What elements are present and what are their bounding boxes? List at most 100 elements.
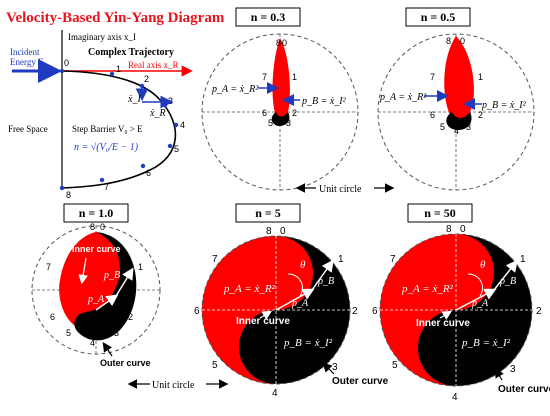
panel-label-box: [407, 203, 473, 223]
label-6: 6: [50, 312, 55, 322]
outer-curve-arrow: [102, 342, 113, 357]
unit-circle-label-top: Unit circle: [319, 184, 362, 195]
pa-label: p_A = ẋ_R²: [211, 84, 259, 95]
label-7: 7: [262, 72, 267, 82]
label-4: 4: [278, 118, 283, 128]
point-label-4: 4: [180, 120, 185, 130]
label-7: 7: [430, 72, 435, 82]
label-0: 0: [100, 222, 105, 232]
label-5: 5: [212, 360, 218, 371]
black-region: [74, 232, 137, 341]
figure-title: Velocity-Based Yin-Yang Diagram: [6, 10, 225, 26]
label-1: 1: [520, 254, 526, 265]
pb-label: p_B = ẋ_I²: [461, 337, 511, 349]
panel-n-50: n = 50 8 0 7 1 6 2 5 3 4 p_A = ẋ_R² p_B …: [372, 203, 550, 403]
theta-label: θ: [300, 259, 306, 271]
pa-label: p_A = ẋ_R²: [379, 92, 427, 103]
label-4: 4: [452, 392, 458, 403]
label-6: 6: [430, 110, 435, 120]
panel-label-box: [235, 203, 301, 223]
label-5: 5: [392, 360, 398, 371]
label-1: 1: [292, 72, 297, 82]
pa-label: p_A = ẋ_R²: [401, 283, 454, 295]
point-label-0: 0: [64, 58, 69, 68]
label-2: 2: [128, 312, 133, 322]
real-axis-label: Real axis x_R: [128, 60, 179, 70]
label-3: 3: [466, 122, 471, 132]
panel-n-0-3: n = 0.3 8 0 7 1 6 2 5 4 3 p_A = ẋ_R² p_B…: [201, 7, 359, 191]
label-1: 1: [478, 72, 483, 82]
label-6: 6: [194, 306, 200, 317]
step-barrier-label: Step Barrier V₀ > E: [72, 124, 143, 134]
incident-label-1: Incident: [10, 47, 40, 57]
black-lobe: [271, 112, 290, 126]
label-7: 7: [46, 262, 51, 272]
point-label-8: 8: [66, 190, 71, 200]
panel-label: n = 5: [255, 206, 281, 220]
label-2: 2: [292, 108, 297, 118]
panel-label-box: [405, 7, 471, 27]
theta-arc: [287, 273, 303, 297]
pb-label: p_B = ẋ_I²: [283, 337, 333, 349]
red-lobe: [272, 38, 290, 119]
label-8: 8: [266, 226, 272, 237]
point-label-6: 6: [146, 168, 151, 178]
inner-curve-arrow: [78, 257, 88, 285]
pb-arrow: [115, 267, 134, 297]
panel-label-box: [63, 203, 129, 223]
inner-curve-label: Inner curve: [236, 316, 290, 327]
panel-label-box: [235, 7, 301, 27]
pb-arrow: [311, 259, 334, 291]
pa-short-label: p_A: [471, 298, 489, 309]
outer-curve-label: Outer curve: [332, 376, 389, 387]
theta-arc: [467, 273, 483, 297]
panel-n-0-5: n = 0.5 8 0 7 1 6 2 5 4 3 p_A = ẋ_R² p_B…: [377, 7, 535, 191]
panel-label: n = 0.3: [251, 10, 286, 24]
xr-dot-label: ẋ_R: [149, 108, 166, 119]
inner-curve-arrow: [439, 310, 453, 320]
pa-label: p_A: [87, 294, 105, 305]
panel-label: n = 0.5: [421, 10, 456, 24]
point-label-5: 5: [174, 144, 179, 154]
label-0: 0: [280, 226, 286, 237]
pb-label: p_B = ẋ_I²: [481, 100, 527, 111]
inner-curve-arrow: [259, 310, 273, 320]
complex-trajectory-label: Complex Trajectory: [88, 47, 174, 58]
unit-circle-label-bottom: Unit circle: [152, 380, 195, 391]
label-8: 8: [446, 36, 451, 46]
theta-label: θ: [480, 259, 486, 271]
label-1: 1: [138, 262, 143, 272]
label-6: 6: [372, 306, 378, 317]
pa-arrow: [95, 294, 119, 311]
label-4: 4: [90, 338, 95, 348]
outer-curve-label: Outer curve: [100, 358, 151, 368]
free-space-label: Free Space: [8, 124, 48, 134]
panel-n-1-0: n = 1.0 8 0 7 1 6 2 5 4 3 Inner curve p_…: [31, 203, 161, 368]
pb-label: p_B = ẋ_I²: [301, 96, 347, 107]
pa-label: p_A = ẋ_R²: [223, 283, 276, 295]
label-0: 0: [460, 224, 466, 235]
trajectory-panel: Imaginary axis x_I Real axis x_R Complex…: [8, 30, 193, 200]
pa-arrow: [275, 288, 315, 311]
label-5: 5: [66, 328, 71, 338]
label-0: 0: [282, 38, 287, 48]
label-0: 0: [460, 36, 465, 46]
label-3: 3: [332, 362, 338, 373]
label-2: 2: [352, 306, 358, 317]
label-8: 8: [90, 222, 95, 232]
point-label-2: 2: [144, 74, 149, 84]
pb-arrow: [493, 259, 518, 291]
point-label-3: 3: [168, 96, 173, 106]
black-lobe: [446, 112, 472, 130]
pb-short-label: p_B: [499, 276, 516, 287]
point-label-1: 1: [116, 64, 121, 74]
pb-label: p_B: [103, 270, 120, 281]
outer-curve-arrow: [322, 362, 335, 375]
label-7: 7: [212, 254, 218, 265]
outer-curve-label: Outer curve: [498, 384, 550, 395]
label-4: 4: [454, 126, 459, 136]
pa-arrow: [455, 288, 497, 311]
panel-label: n = 50: [424, 206, 456, 220]
label-3: 3: [286, 118, 291, 128]
